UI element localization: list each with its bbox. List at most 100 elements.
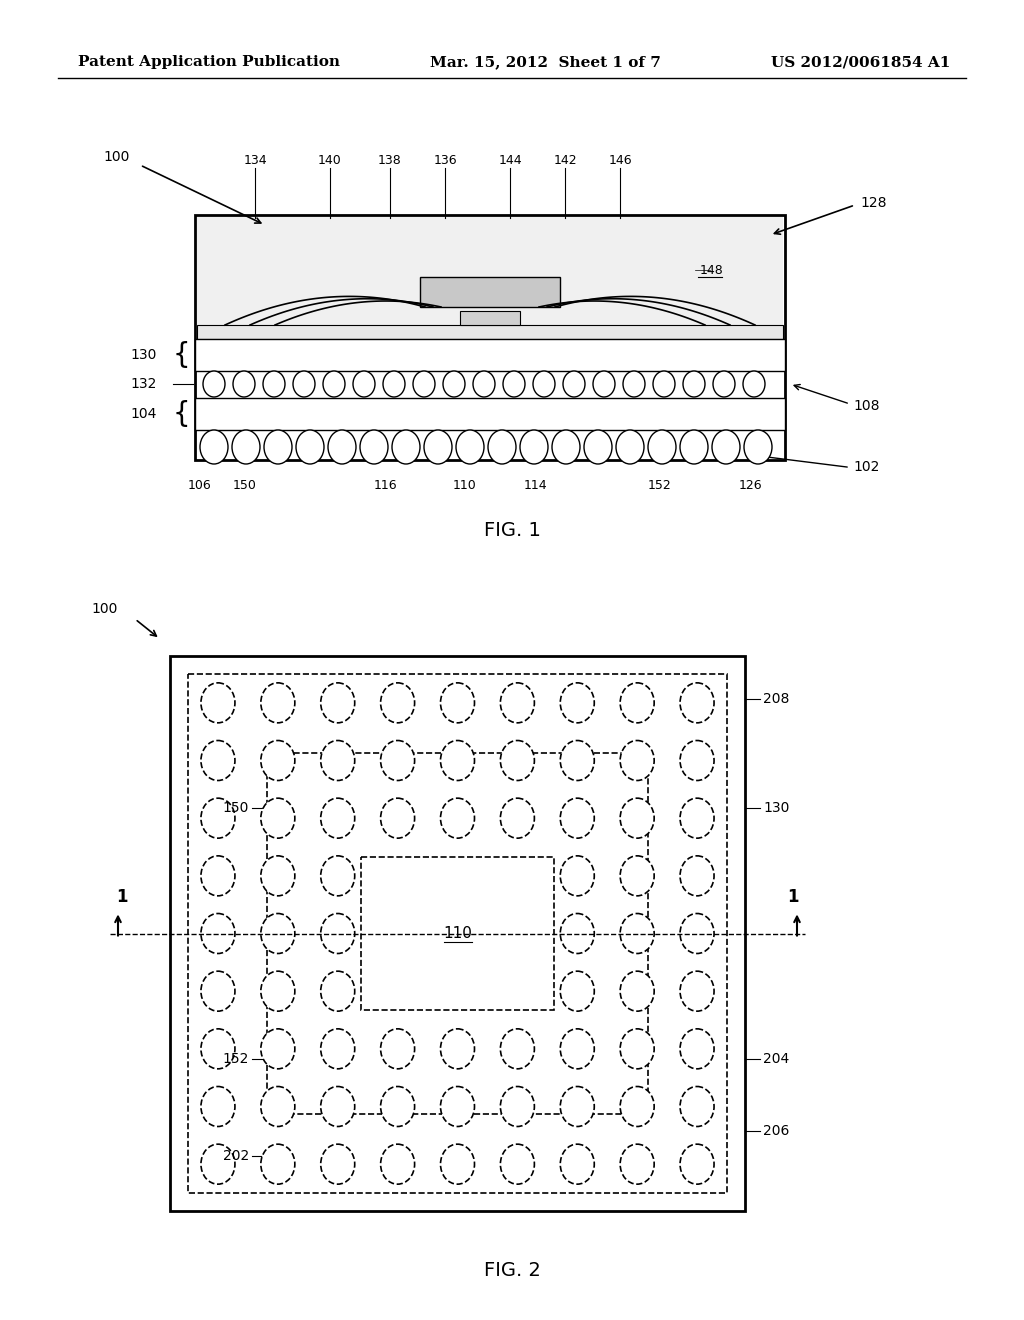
Bar [492, 359, 505, 367]
Bar [557, 342, 569, 351]
Bar [296, 401, 309, 409]
Ellipse shape [534, 371, 555, 397]
Ellipse shape [653, 371, 675, 397]
Bar [345, 342, 358, 351]
Bar [557, 418, 569, 426]
Ellipse shape [201, 1144, 234, 1184]
Ellipse shape [584, 430, 612, 465]
Bar [442, 401, 456, 409]
Bar [508, 418, 521, 426]
Bar [703, 342, 716, 351]
Ellipse shape [501, 741, 535, 780]
Ellipse shape [456, 430, 484, 465]
Bar [589, 359, 602, 367]
Bar [508, 401, 521, 409]
Ellipse shape [560, 799, 594, 838]
Bar [492, 401, 505, 409]
Ellipse shape [440, 1086, 474, 1126]
Bar [197, 325, 783, 339]
Bar [622, 342, 635, 351]
Bar [394, 342, 407, 351]
Ellipse shape [560, 741, 594, 780]
Bar [589, 401, 602, 409]
Bar [541, 418, 554, 426]
Bar [492, 418, 505, 426]
Ellipse shape [261, 741, 295, 780]
Bar [188, 675, 727, 1193]
Bar [378, 359, 391, 367]
Bar [557, 359, 569, 367]
Bar [524, 418, 538, 426]
Ellipse shape [560, 1028, 594, 1069]
Bar [475, 418, 488, 426]
Bar [508, 359, 521, 367]
Text: 150: 150 [233, 479, 257, 492]
Bar [394, 418, 407, 426]
Text: 130: 130 [763, 801, 790, 814]
Ellipse shape [381, 1086, 415, 1126]
Bar [442, 342, 456, 351]
Bar [687, 359, 700, 367]
Text: 102: 102 [853, 461, 880, 474]
Bar [475, 359, 488, 367]
Bar [195, 215, 785, 459]
Ellipse shape [473, 371, 495, 397]
Ellipse shape [440, 1144, 474, 1184]
Ellipse shape [261, 855, 295, 896]
Bar [248, 418, 260, 426]
Bar [671, 401, 684, 409]
Ellipse shape [488, 430, 516, 465]
Text: 152: 152 [222, 1052, 249, 1067]
Bar [394, 359, 407, 367]
Ellipse shape [680, 682, 714, 723]
Ellipse shape [440, 1028, 474, 1069]
Bar [267, 752, 648, 1114]
Bar [573, 418, 586, 426]
Ellipse shape [623, 371, 645, 397]
Ellipse shape [201, 682, 234, 723]
Bar [394, 401, 407, 409]
Ellipse shape [443, 371, 465, 397]
Ellipse shape [424, 430, 452, 465]
Ellipse shape [621, 741, 654, 780]
Bar [720, 342, 732, 351]
Bar [768, 342, 781, 351]
Bar [752, 401, 765, 409]
Bar [199, 401, 212, 409]
Text: 110: 110 [443, 927, 472, 941]
Bar [605, 359, 618, 367]
Bar [524, 342, 538, 351]
Ellipse shape [201, 972, 234, 1011]
Bar [736, 401, 749, 409]
Ellipse shape [383, 371, 406, 397]
Bar [622, 401, 635, 409]
Ellipse shape [261, 799, 295, 838]
Ellipse shape [321, 799, 354, 838]
Ellipse shape [321, 855, 354, 896]
Bar [541, 401, 554, 409]
Ellipse shape [552, 430, 580, 465]
Ellipse shape [353, 371, 375, 397]
Bar [264, 401, 276, 409]
Ellipse shape [621, 913, 654, 953]
Text: Mar. 15, 2012  Sheet 1 of 7: Mar. 15, 2012 Sheet 1 of 7 [430, 55, 660, 69]
Bar [329, 418, 342, 426]
Text: 108: 108 [853, 399, 880, 413]
Ellipse shape [261, 913, 295, 953]
Bar [280, 418, 293, 426]
Text: 136: 136 [433, 154, 457, 168]
Bar [459, 342, 472, 351]
Ellipse shape [381, 1144, 415, 1184]
Ellipse shape [563, 371, 585, 397]
Bar [752, 359, 765, 367]
Bar [170, 656, 745, 1210]
Ellipse shape [621, 972, 654, 1011]
Bar [622, 418, 635, 426]
Ellipse shape [201, 855, 234, 896]
Bar [524, 401, 538, 409]
Bar [768, 401, 781, 409]
Bar [573, 342, 586, 351]
Bar [541, 342, 554, 351]
Bar [605, 401, 618, 409]
Bar [231, 418, 244, 426]
